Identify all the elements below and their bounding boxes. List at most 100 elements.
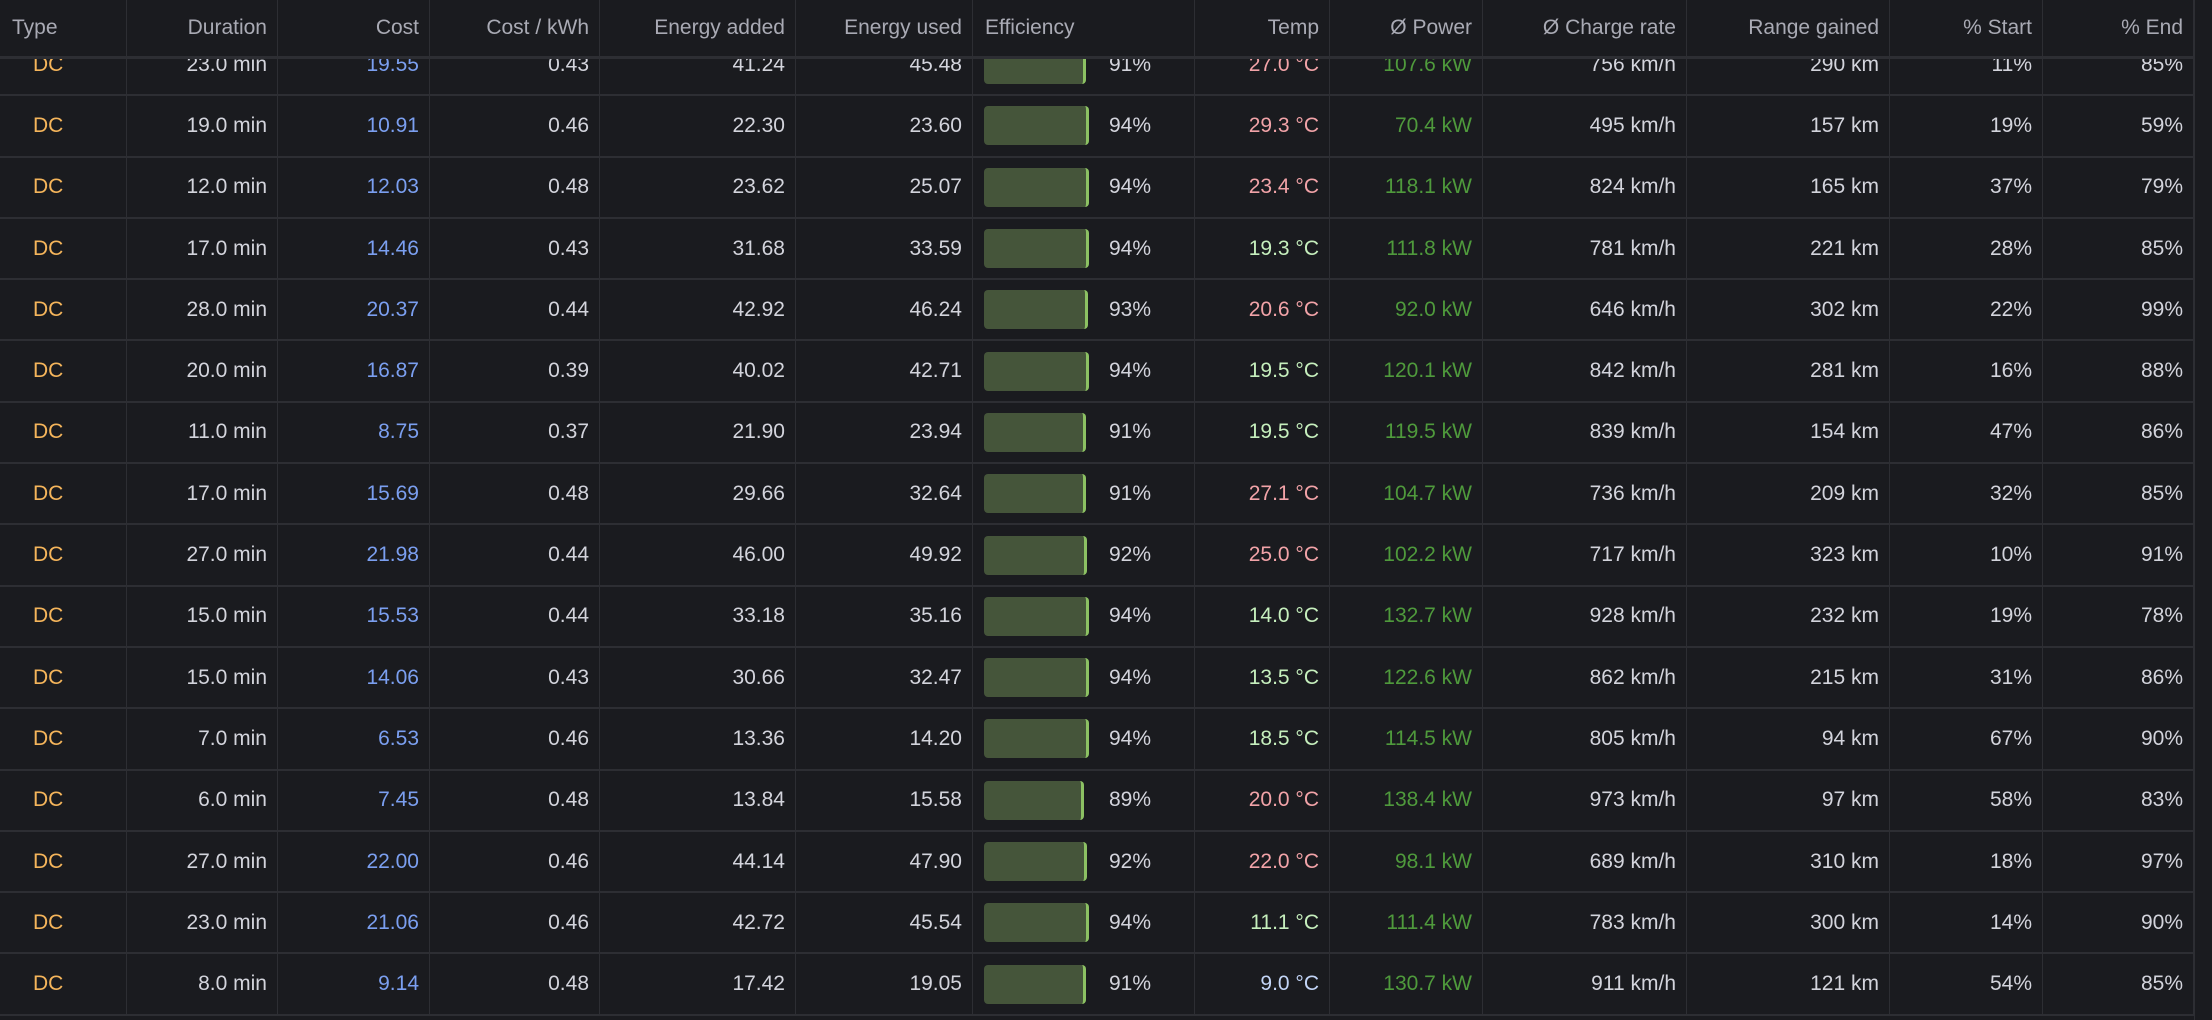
table-row[interactable]: DC 23.0 min 19.55 0.43 41.24 45.48 91% 27.0 °C 1… (0, 59, 2194, 97)
cell-efficiency: 94% (973, 586, 1195, 646)
cell-temp: 14.0 °C (1195, 586, 1330, 646)
table-row[interactable]: DC 27.0 min 21.98 0.44 46.00 49.92 92% 25.0 °C 1… (0, 525, 2194, 587)
column-header-energy-added[interactable]: Energy added (600, 0, 796, 56)
efficiency-bar (984, 842, 1088, 881)
cell-cost-per-kwh: 0.44 (430, 280, 600, 340)
cell-cost-per-kwh: 0.48 (430, 157, 600, 217)
cell-efficiency: 94% (973, 341, 1195, 401)
column-header-range-gained[interactable]: Range gained (1687, 0, 1890, 56)
cell-cost: 21.06 (278, 893, 430, 953)
column-header-duration[interactable]: Duration (127, 0, 278, 56)
column-header-type[interactable]: Type (0, 0, 127, 56)
table-row[interactable]: DC 27.0 min 22.00 0.46 44.14 47.90 92% 22.0 °C 9… (0, 831, 2194, 894)
efficiency-bar (984, 412, 1086, 452)
cell-cost-per-kwh: 0.43 (430, 647, 600, 708)
cell-avg-power: 70.4 kW (1330, 96, 1483, 156)
cell-energy-added: 30.66 (600, 647, 796, 708)
cell-energy-used: 49.92 (796, 525, 973, 585)
cell-percent-start: 18% (1890, 831, 2043, 892)
cell-range-gained: 215 km (1687, 647, 1890, 708)
column-header-cost[interactable]: Cost (278, 0, 430, 56)
cell-avg-power: 119.5 kW (1330, 402, 1483, 463)
efficiency-label: 94% (1108, 359, 1151, 383)
efficiency-bar (984, 903, 1090, 943)
column-header-percent-end[interactable]: % End (2043, 0, 2194, 56)
cell-range-gained: 97 km (1687, 770, 1890, 830)
efficiency-label: 94% (1108, 175, 1151, 199)
table-row[interactable]: DC 7.0 min 6.53 0.46 13.36 14.20 94% 18.5 °C 114… (0, 709, 2194, 771)
column-header-efficiency[interactable]: Efficiency (973, 0, 1195, 56)
table-row[interactable]: DC 17.0 min 14.46 0.43 31.68 33.59 94% 19.3 °C 1… (0, 218, 2194, 281)
column-header-energy-used[interactable]: Energy used (796, 0, 973, 56)
cell-range-gained: 165 km (1687, 157, 1890, 217)
cell-avg-charge-rate: 928 km/h (1483, 586, 1687, 646)
scrollbar[interactable] (2194, 0, 2212, 1020)
table-row[interactable]: DC 15.0 min 15.53 0.44 33.18 35.16 94% 14.0 °C 1… (0, 586, 2194, 648)
cell-avg-power: 111.8 kW (1330, 218, 1483, 279)
cell-efficiency: 91% (973, 954, 1195, 1014)
table-row[interactable]: DC 20.0 min 16.87 0.39 40.02 42.71 94% 19.5 °C 1… (0, 341, 2194, 403)
cell-efficiency: 89% (973, 770, 1195, 830)
column-header-avg-power[interactable]: Ø Power (1330, 0, 1483, 56)
efficiency-bar (984, 229, 1090, 269)
cell-cost: 19.55 (278, 59, 430, 95)
cell-cost-per-kwh: 0.37 (430, 402, 600, 463)
cell-cost: 10.91 (278, 96, 430, 156)
cell-type: DC (0, 525, 127, 585)
cell-efficiency: 91% (973, 59, 1195, 95)
table-row[interactable]: DC 17.0 min 15.69 0.48 29.66 32.64 91% 27.1 °C 1… (0, 464, 2194, 526)
cell-type: DC (0, 831, 127, 892)
efficiency-bar (984, 290, 1089, 330)
cell-energy-used: 15.58 (796, 770, 973, 830)
cell-efficiency: 94% (973, 709, 1195, 769)
table-row[interactable]: DC 23.0 min 21.06 0.46 42.72 45.54 94% 11.1 °C 1… (0, 893, 2194, 955)
cell-energy-used: 46.24 (796, 280, 973, 340)
cell-type: DC (0, 770, 127, 830)
table-row[interactable]: DC 8.0 min 9.14 0.48 17.42 19.05 91% 9.0 °C 130.… (0, 954, 2194, 1016)
cell-efficiency: 94% (973, 647, 1195, 708)
cell-avg-power: 104.7 kW (1330, 464, 1483, 524)
cell-range-gained: 302 km (1687, 280, 1890, 340)
cell-cost-per-kwh: 0.39 (430, 341, 600, 401)
cell-energy-used: 23.94 (796, 402, 973, 463)
efficiency-bar (984, 167, 1090, 207)
table-row[interactable]: DC 6.0 min 7.45 0.48 13.84 15.58 89% 20.0 °C 138… (0, 770, 2194, 832)
cell-temp: 19.5 °C (1195, 341, 1330, 401)
cell-avg-charge-rate: 862 km/h (1483, 647, 1687, 708)
column-header-avg-charge-rate[interactable]: Ø Charge rate (1483, 0, 1687, 56)
cell-energy-used: 35.16 (796, 586, 973, 646)
cell-efficiency: 91% (973, 464, 1195, 524)
cell-percent-end: 97% (2043, 831, 2194, 892)
cell-cost-per-kwh: 0.48 (430, 770, 600, 830)
column-header-cost-per-kwh[interactable]: Cost / kWh (430, 0, 600, 56)
cell-temp: 9.0 °C (1195, 954, 1330, 1014)
cell-percent-start: 47% (1890, 402, 2043, 463)
table-row[interactable]: DC 11.0 min 8.75 0.37 21.90 23.94 91% 19.5 °C 11… (0, 402, 2194, 465)
efficiency-label: 94% (1108, 113, 1151, 137)
table-row[interactable]: DC 15.0 min 14.06 0.43 30.66 32.47 94% 13.5 °C 1… (0, 647, 2194, 710)
cell-cost-per-kwh: 0.44 (430, 525, 600, 585)
column-header-temp[interactable]: Temp (1195, 0, 1330, 56)
efficiency-bar (984, 474, 1086, 514)
cell-type: DC (0, 59, 127, 95)
cell-duration: 6.0 min (127, 770, 278, 830)
cell-energy-used: 32.64 (796, 464, 973, 524)
cell-percent-start: 58% (1890, 770, 2043, 830)
table-row[interactable]: DC 28.0 min 20.37 0.44 42.92 46.24 93% 20.6 °C 9… (0, 280, 2194, 342)
cell-avg-charge-rate: 973 km/h (1483, 770, 1687, 830)
cell-range-gained: 94 km (1687, 709, 1890, 769)
cell-cost: 16.87 (278, 341, 430, 401)
table-row[interactable]: DC 12.0 min 12.03 0.48 23.62 25.07 94% 23.4 °C 1… (0, 157, 2194, 219)
cell-energy-added: 21.90 (600, 402, 796, 463)
cell-percent-end: 90% (2043, 709, 2194, 769)
cell-range-gained: 310 km (1687, 831, 1890, 892)
cell-efficiency: 94% (973, 96, 1195, 156)
cell-energy-used: 45.48 (796, 59, 973, 95)
table-row[interactable]: DC 19.0 min 10.91 0.46 22.30 23.60 94% 29.3 °C 7… (0, 96, 2194, 158)
cell-avg-power: 102.2 kW (1330, 525, 1483, 585)
efficiency-bar (984, 964, 1086, 1004)
column-header-percent-start[interactable]: % Start (1890, 0, 2043, 56)
cell-energy-added: 23.62 (600, 157, 796, 217)
cell-energy-used: 19.05 (796, 954, 973, 1014)
cell-duration: 7.0 min (127, 709, 278, 769)
